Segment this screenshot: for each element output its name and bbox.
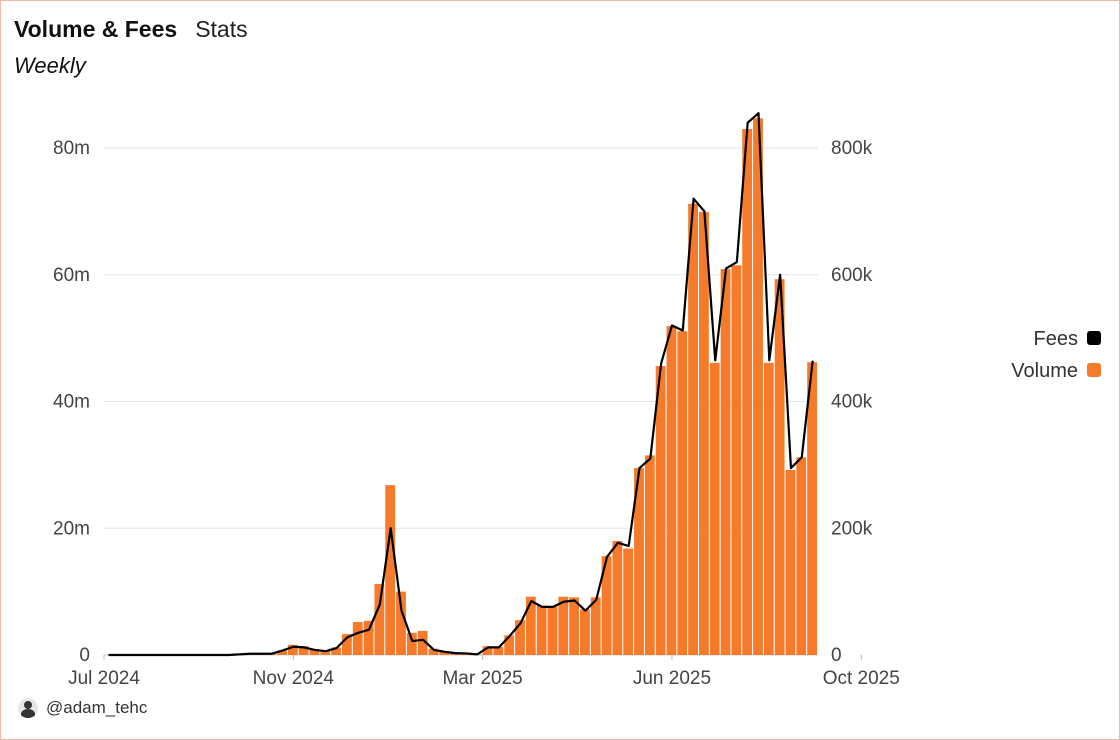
volume-bar: [634, 468, 644, 655]
volume-bar: [720, 269, 731, 655]
x-axis: Jul 2024 Nov 2024 Mar 2025 Jun 2025 Oct 2025: [68, 655, 900, 689]
y-right-tick-label: 800k: [831, 138, 873, 159]
y-axis-left: 0 20m 40m 60m 80m: [53, 138, 90, 666]
legend-swatch: [1087, 363, 1101, 377]
volume-bar: [287, 644, 298, 655]
stats-tab[interactable]: Stats: [195, 16, 248, 42]
x-tick-label: Jun 2025: [633, 668, 711, 689]
y-right-tick-label: 600k: [831, 265, 873, 286]
volume-bar: [666, 326, 677, 655]
volume-bar: [763, 362, 774, 655]
volume-bar: [504, 635, 515, 655]
volume-bar: [590, 597, 601, 655]
volume-bar: [742, 129, 753, 655]
legend-label: Volume: [1011, 360, 1078, 382]
y-right-tick-label: 200k: [831, 518, 873, 539]
volume-bar: [493, 646, 504, 655]
legend-swatch: [1087, 331, 1101, 345]
volume-bar: [569, 597, 579, 655]
volume-bar: [655, 366, 666, 655]
chart-title: Volume & Fees: [14, 16, 178, 42]
volume-bar: [688, 203, 698, 656]
y-left-tick-label: 60m: [53, 265, 90, 286]
author-credit: @adam_tehc: [18, 698, 147, 718]
volume-bar: [796, 457, 807, 655]
volume-bar: [612, 540, 623, 655]
y-left-tick-label: 80m: [53, 138, 90, 159]
volume-bar: [807, 362, 817, 655]
volume-bar: [515, 620, 525, 655]
volume-bars: [233, 118, 817, 656]
volume-bar: [428, 648, 439, 655]
volume-bar: [709, 362, 720, 655]
volume-bar: [558, 596, 569, 655]
volume-bar: [601, 556, 612, 655]
period-label: Weekly: [14, 53, 86, 78]
volume-bar: [352, 622, 363, 655]
legend: Fees Volume: [1011, 328, 1101, 382]
y-left-tick-label: 0: [79, 645, 90, 666]
volume-bar: [623, 548, 634, 655]
x-tick-label: Jul 2024: [68, 668, 140, 689]
volume-bar: [406, 632, 417, 655]
volume-bar: [363, 620, 374, 655]
volume-bar: [580, 609, 590, 655]
volume-bar: [385, 485, 396, 655]
legend-label: Fees: [1034, 328, 1078, 350]
x-tick-label: Mar 2025: [442, 668, 522, 689]
chart-header: Volume & Fees Stats Weekly: [14, 16, 248, 79]
y-left-tick-label: 20m: [53, 518, 90, 539]
volume-bar: [320, 650, 331, 655]
volume-bar: [396, 591, 406, 655]
fees-line: [108, 112, 814, 657]
volume-bar: [644, 455, 655, 655]
volume-bar: [482, 646, 493, 655]
volume-bar: [309, 649, 320, 655]
volume-bar: [374, 584, 385, 655]
y-right-tick-label: 400k: [831, 392, 873, 413]
volume-bar: [525, 596, 536, 655]
author-handle[interactable]: @adam_tehc: [46, 698, 148, 717]
y-axis-right: 0 200k 400k 600k 800k: [831, 138, 873, 666]
x-tick-label: Nov 2024: [253, 668, 335, 689]
volume-bar: [677, 331, 688, 655]
volume-bar: [774, 279, 785, 655]
y-right-tick-label: 0: [831, 645, 842, 666]
volume-bar: [342, 634, 352, 655]
volume-bar: [699, 212, 709, 655]
x-tick-label: Oct 2025: [823, 668, 900, 689]
volume-bar: [753, 118, 763, 656]
volume-bar: [331, 647, 341, 655]
volume-bar: [277, 650, 287, 655]
volume-bar: [439, 651, 450, 655]
volume-bar: [536, 605, 547, 655]
y-left-tick-label: 40m: [53, 392, 90, 413]
volume-bar: [731, 265, 742, 655]
fees-series-line: [108, 112, 814, 657]
volume-bar: [547, 606, 558, 655]
volume-bar: [417, 630, 428, 655]
avatar-icon: [18, 698, 38, 718]
volume-bar: [785, 469, 796, 655]
volume-bar: [298, 646, 309, 655]
